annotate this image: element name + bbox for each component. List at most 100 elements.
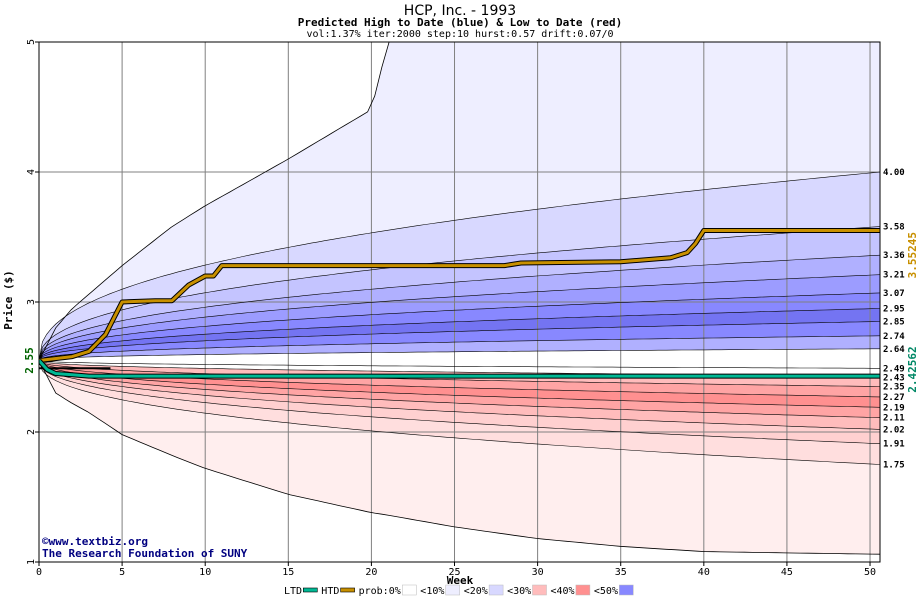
htd-end-value: 3.55245 xyxy=(906,232,919,278)
probability-band xyxy=(39,255,880,361)
quantile-end-label: 2.11 xyxy=(883,414,905,424)
quantile-end-label: 2.27 xyxy=(883,393,905,403)
quantile-end-label: 2.64 xyxy=(883,345,905,355)
legend-label: <50% xyxy=(594,586,618,597)
chart-parameters: vol:1.37% iter:2000 step:10 hurst:0.57 d… xyxy=(306,29,613,40)
chart-title: HCP, Inc. - 1993 xyxy=(404,3,516,19)
quantile-end-label: 2.02 xyxy=(883,425,905,435)
x-tick-label: 20 xyxy=(365,567,377,578)
org-credit: The Research Foundation of SUNY xyxy=(42,547,248,560)
quantile-end-label: 1.75 xyxy=(883,461,905,471)
x-tick-label: 25 xyxy=(448,567,460,578)
quantile-line xyxy=(39,360,880,369)
quantile-line xyxy=(39,292,880,361)
legend-swatch xyxy=(302,587,318,593)
x-tick-label: 5 xyxy=(119,567,125,578)
probability-band xyxy=(39,348,880,369)
y-tick-label: 1 xyxy=(26,559,37,565)
x-tick-label: 30 xyxy=(532,567,544,578)
quantile-end-label: 2.74 xyxy=(883,332,905,342)
legend-item: <10% xyxy=(420,584,460,597)
x-tick-label: 35 xyxy=(615,567,627,578)
legend-item: LTD xyxy=(284,586,318,597)
y-tick-label: 3 xyxy=(26,299,37,305)
legend-item: prob:0% xyxy=(359,584,417,597)
legend-label: prob:0% xyxy=(359,586,401,597)
legend-label: <30% xyxy=(507,586,531,597)
probability-band xyxy=(39,360,880,465)
start-price-label: 2.55 xyxy=(23,347,36,374)
probability-band xyxy=(39,172,880,361)
quantile-end-label: 3.36 xyxy=(883,251,905,261)
probability-band xyxy=(39,321,880,361)
quantile-line xyxy=(39,254,880,361)
quantile-line xyxy=(39,335,880,361)
quantile-line xyxy=(39,274,880,361)
quantile-line xyxy=(39,321,880,361)
probability-band xyxy=(39,360,880,397)
legend-label: <10% xyxy=(420,586,444,597)
plot-area xyxy=(39,42,880,562)
chart-subtitle: Predicted High to Date (blue) & Low to D… xyxy=(298,16,623,29)
legend-label: <40% xyxy=(551,586,575,597)
quantile-end-label: 2.85 xyxy=(883,318,905,328)
quantile-end-label: 2.49 xyxy=(883,364,905,374)
x-tick-label: 15 xyxy=(282,567,294,578)
legend-item: <30% xyxy=(507,584,547,597)
quantile-line xyxy=(39,360,880,430)
probability-band xyxy=(39,308,880,361)
quantile-line xyxy=(39,360,880,418)
probability-band xyxy=(39,335,880,361)
quantile-end-label: 2.95 xyxy=(883,305,905,315)
probability-band xyxy=(39,274,880,361)
quantile-line xyxy=(39,42,880,361)
legend-swatch xyxy=(619,584,634,596)
legend-item: HTD xyxy=(321,586,355,597)
legend-swatch xyxy=(575,584,591,596)
htd-line xyxy=(39,229,880,362)
legend-swatch xyxy=(532,584,547,596)
site-credit: ©www.textbiz.org xyxy=(42,535,148,548)
plot-content xyxy=(39,42,880,562)
quantile-end-labels: 4.00 3.58 3.36 3.21 3.07 2.95 2.85 2.74 2.64 2.49… xyxy=(883,168,919,471)
probability-band xyxy=(39,360,880,377)
quantile-line xyxy=(39,348,880,361)
chart-titles: HCP, Inc. - 1993 Predicted High to Date … xyxy=(298,3,623,40)
quantile-end-label: 2.35 xyxy=(883,383,905,393)
legend-swatch xyxy=(488,584,504,596)
quantile-line xyxy=(39,360,880,555)
y-tick-label: 2 xyxy=(26,429,37,435)
y-tick-label: 5 xyxy=(26,39,37,45)
quantile-end-label: 4.00 xyxy=(883,168,905,178)
quantile-line xyxy=(39,360,880,444)
x-axis-label: Week xyxy=(447,574,474,587)
quantile-line xyxy=(39,308,880,361)
legend-swatch xyxy=(445,584,460,596)
x-tick-label: 10 xyxy=(199,567,211,578)
probability-band xyxy=(39,42,880,361)
legend-item: <50% xyxy=(594,584,634,597)
probability-band xyxy=(39,292,880,361)
legend-item: <20% xyxy=(464,584,504,597)
x-tick-label: 0 xyxy=(36,567,42,578)
probability-band xyxy=(39,360,880,555)
quantile-line xyxy=(39,360,880,408)
quantile-end-label: 2.19 xyxy=(883,403,905,413)
x-tick-label: 40 xyxy=(698,567,710,578)
legend-swatch xyxy=(402,584,417,596)
legend: LTD HTD prob:0% <10% <20% <30% <40% <50% xyxy=(284,584,634,597)
ltd-end-value: 2.42562 xyxy=(906,346,919,392)
quantile-line xyxy=(39,360,880,387)
legend-label: <20% xyxy=(464,586,488,597)
x-tick-label: 50 xyxy=(864,567,876,578)
quantile-end-label: 3.07 xyxy=(883,289,905,299)
quantile-line xyxy=(39,171,880,361)
y-axis-label: Price ($) xyxy=(2,270,15,330)
legend-label: LTD xyxy=(284,586,302,597)
legend-label: HTD xyxy=(321,586,339,597)
y-tick-label: 4 xyxy=(26,169,37,175)
probability-band xyxy=(39,360,880,418)
probability-band xyxy=(39,360,880,387)
